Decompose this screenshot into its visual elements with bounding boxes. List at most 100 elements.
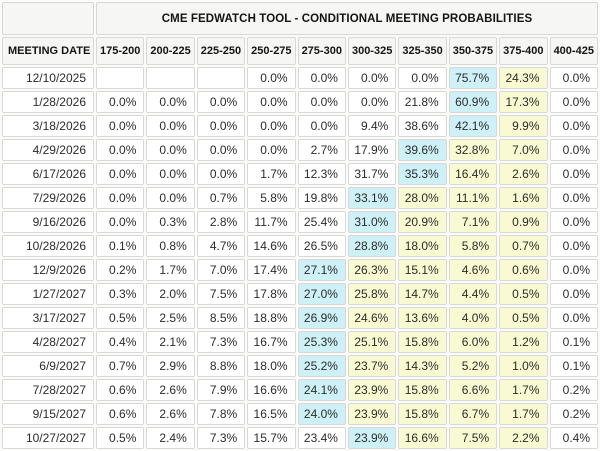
rate-range-header: 325-350 [398, 37, 447, 65]
rate-range-header: 225-250 [196, 37, 246, 65]
table-row: 4/28/2027 0.4% 2.1% 7.3% 16.7% 25.3% 25.1% 15.8… [2, 331, 598, 353]
probability-cell: 2.1% [146, 331, 195, 353]
probability-cell: 0.0% [549, 283, 598, 305]
probability-cell: 0.0% [196, 163, 246, 185]
rate-range-header: 400-425 [549, 37, 598, 65]
probability-cell: 8.8% [196, 355, 246, 377]
probability-cell: 6.0% [448, 331, 498, 353]
probability-cell: 0.0% [196, 115, 246, 137]
probability-cell: 11.1% [448, 187, 498, 209]
table-row: 1/27/2027 0.3% 2.0% 7.5% 17.8% 27.0% 25.8% 14.7… [2, 283, 598, 305]
probability-cell: 15.8% [398, 379, 447, 401]
probability-cell: 14.3% [398, 355, 447, 377]
table-row: 6/17/2026 0.0% 0.0% 0.0% 1.7% 12.3% 31.7% 35.3%… [2, 163, 598, 185]
probability-cell: 0.9% [499, 211, 548, 233]
probability-cell: 7.1% [448, 211, 498, 233]
probability-cell: 17.4% [247, 259, 296, 281]
probability-cell: 6.6% [448, 379, 498, 401]
probability-cell: 15.8% [398, 403, 447, 425]
rate-range-header: 250-275 [247, 37, 296, 65]
probability-cell: 0.0% [549, 235, 598, 257]
probability-cell: 0.5% [96, 307, 145, 329]
meeting-date-cell: 3/17/2027 [2, 307, 94, 329]
probability-cell: 4.6% [448, 259, 498, 281]
probability-cell: 1.0% [499, 355, 548, 377]
probability-cell: 42.1% [448, 115, 498, 137]
table-row: 3/17/2027 0.5% 2.5% 8.5% 18.8% 26.9% 24.6% 13.6… [2, 307, 598, 329]
probability-cell: 0.3% [146, 211, 195, 233]
probability-cell: 2.6% [146, 379, 195, 401]
rate-range-header: 200-225 [146, 37, 195, 65]
probability-cell: 25.1% [347, 331, 397, 353]
probability-cell: 25.2% [297, 355, 346, 377]
probability-cell: 1.7% [499, 403, 548, 425]
probability-cell: 7.0% [196, 259, 246, 281]
probability-cell: 0.5% [96, 427, 145, 449]
probability-cell: 0.0% [96, 163, 145, 185]
probability-cell: 0.0% [549, 91, 598, 113]
probability-cell: 0.1% [549, 331, 598, 353]
probability-cell: 16.6% [398, 427, 447, 449]
probability-cell: 0.0% [247, 139, 296, 161]
probability-cell: 17.8% [247, 283, 296, 305]
probability-cell: 2.2% [499, 427, 548, 449]
probability-cell: 0.0% [347, 91, 397, 113]
probability-cell: 0.5% [499, 307, 548, 329]
probability-cell: 38.6% [398, 115, 447, 137]
probability-cell: 0.0% [146, 163, 195, 185]
corner-cell [2, 2, 94, 35]
probability-cell: 0.0% [146, 115, 195, 137]
probability-cell: 0.7% [196, 187, 246, 209]
rate-range-header: 275-300 [297, 37, 346, 65]
table-row: 1/28/2026 0.0% 0.0% 0.0% 0.0% 0.0% 0.0% 21.8% 60… [2, 91, 598, 113]
probability-cell: 2.8% [196, 211, 246, 233]
probability-cell: 0.0% [96, 187, 145, 209]
probability-cell: 23.9% [347, 403, 397, 425]
probability-cell: 0.0% [146, 91, 195, 113]
probability-cell: 0.0% [96, 115, 145, 137]
probability-cell: 19.8% [297, 187, 346, 209]
probability-cell: 23.9% [347, 379, 397, 401]
probability-cell: 60.9% [448, 91, 498, 113]
probability-cell: 0.0% [549, 139, 598, 161]
probability-cell: 26.9% [297, 307, 346, 329]
rate-range-header: 375-400 [499, 37, 548, 65]
meeting-date-cell: 9/16/2026 [2, 211, 94, 233]
meeting-date-cell: 6/17/2026 [2, 163, 94, 185]
probability-cell: 0.0% [549, 307, 598, 329]
probability-cell: 27.0% [297, 283, 346, 305]
probability-cell: 0.0% [196, 139, 246, 161]
probability-cell: 24.0% [297, 403, 346, 425]
probability-cell: 27.1% [297, 259, 346, 281]
probability-cell: 16.7% [247, 331, 296, 353]
probability-cell: 0.6% [499, 259, 548, 281]
probability-cell: 6.7% [448, 403, 498, 425]
probability-cell: 33.1% [347, 187, 397, 209]
probability-cell: 15.7% [247, 427, 296, 449]
probability-cell: 1.2% [499, 331, 548, 353]
probability-cell: 31.7% [347, 163, 397, 185]
probability-cell: 0.7% [499, 235, 548, 257]
meeting-date-cell: 1/27/2027 [2, 283, 94, 305]
meeting-date-cell: 7/28/2027 [2, 379, 94, 401]
meeting-date-cell: 12/9/2026 [2, 259, 94, 281]
probability-cell: 0.0% [549, 259, 598, 281]
table-row: 9/15/2027 0.6% 2.6% 7.8% 16.5% 24.0% 23.9% 15.8… [2, 403, 598, 425]
probability-cell: 14.7% [398, 283, 447, 305]
probability-cell [196, 67, 246, 89]
meeting-date-cell: 3/18/2026 [2, 115, 94, 137]
probability-cell: 0.5% [499, 283, 548, 305]
probability-cell: 24.1% [297, 379, 346, 401]
probability-cell: 14.6% [247, 235, 296, 257]
meeting-date-cell: 9/15/2027 [2, 403, 94, 425]
probability-cell: 7.8% [196, 403, 246, 425]
probability-cell: 0.2% [96, 259, 145, 281]
meeting-date-cell: 7/29/2026 [2, 187, 94, 209]
table-row: 7/28/2027 0.6% 2.6% 7.9% 16.6% 24.1% 23.9% 15.8… [2, 379, 598, 401]
probability-cell: 24.6% [347, 307, 397, 329]
column-header-row: MEETING DATE 175-200 200-225 225-250 250-27… [2, 37, 598, 65]
probability-cell [96, 67, 145, 89]
probability-cell: 2.5% [146, 307, 195, 329]
probability-cell: 7.5% [196, 283, 246, 305]
probability-cell: 39.6% [398, 139, 447, 161]
